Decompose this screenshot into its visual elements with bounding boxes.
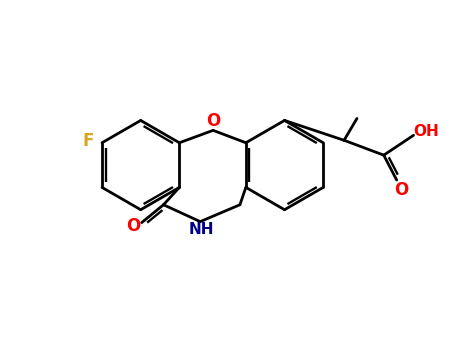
- Text: O: O: [394, 181, 409, 199]
- Text: O: O: [206, 112, 220, 131]
- Text: OH: OH: [414, 124, 439, 139]
- Text: NH: NH: [188, 222, 214, 237]
- Text: F: F: [82, 132, 94, 150]
- Text: O: O: [126, 217, 140, 235]
